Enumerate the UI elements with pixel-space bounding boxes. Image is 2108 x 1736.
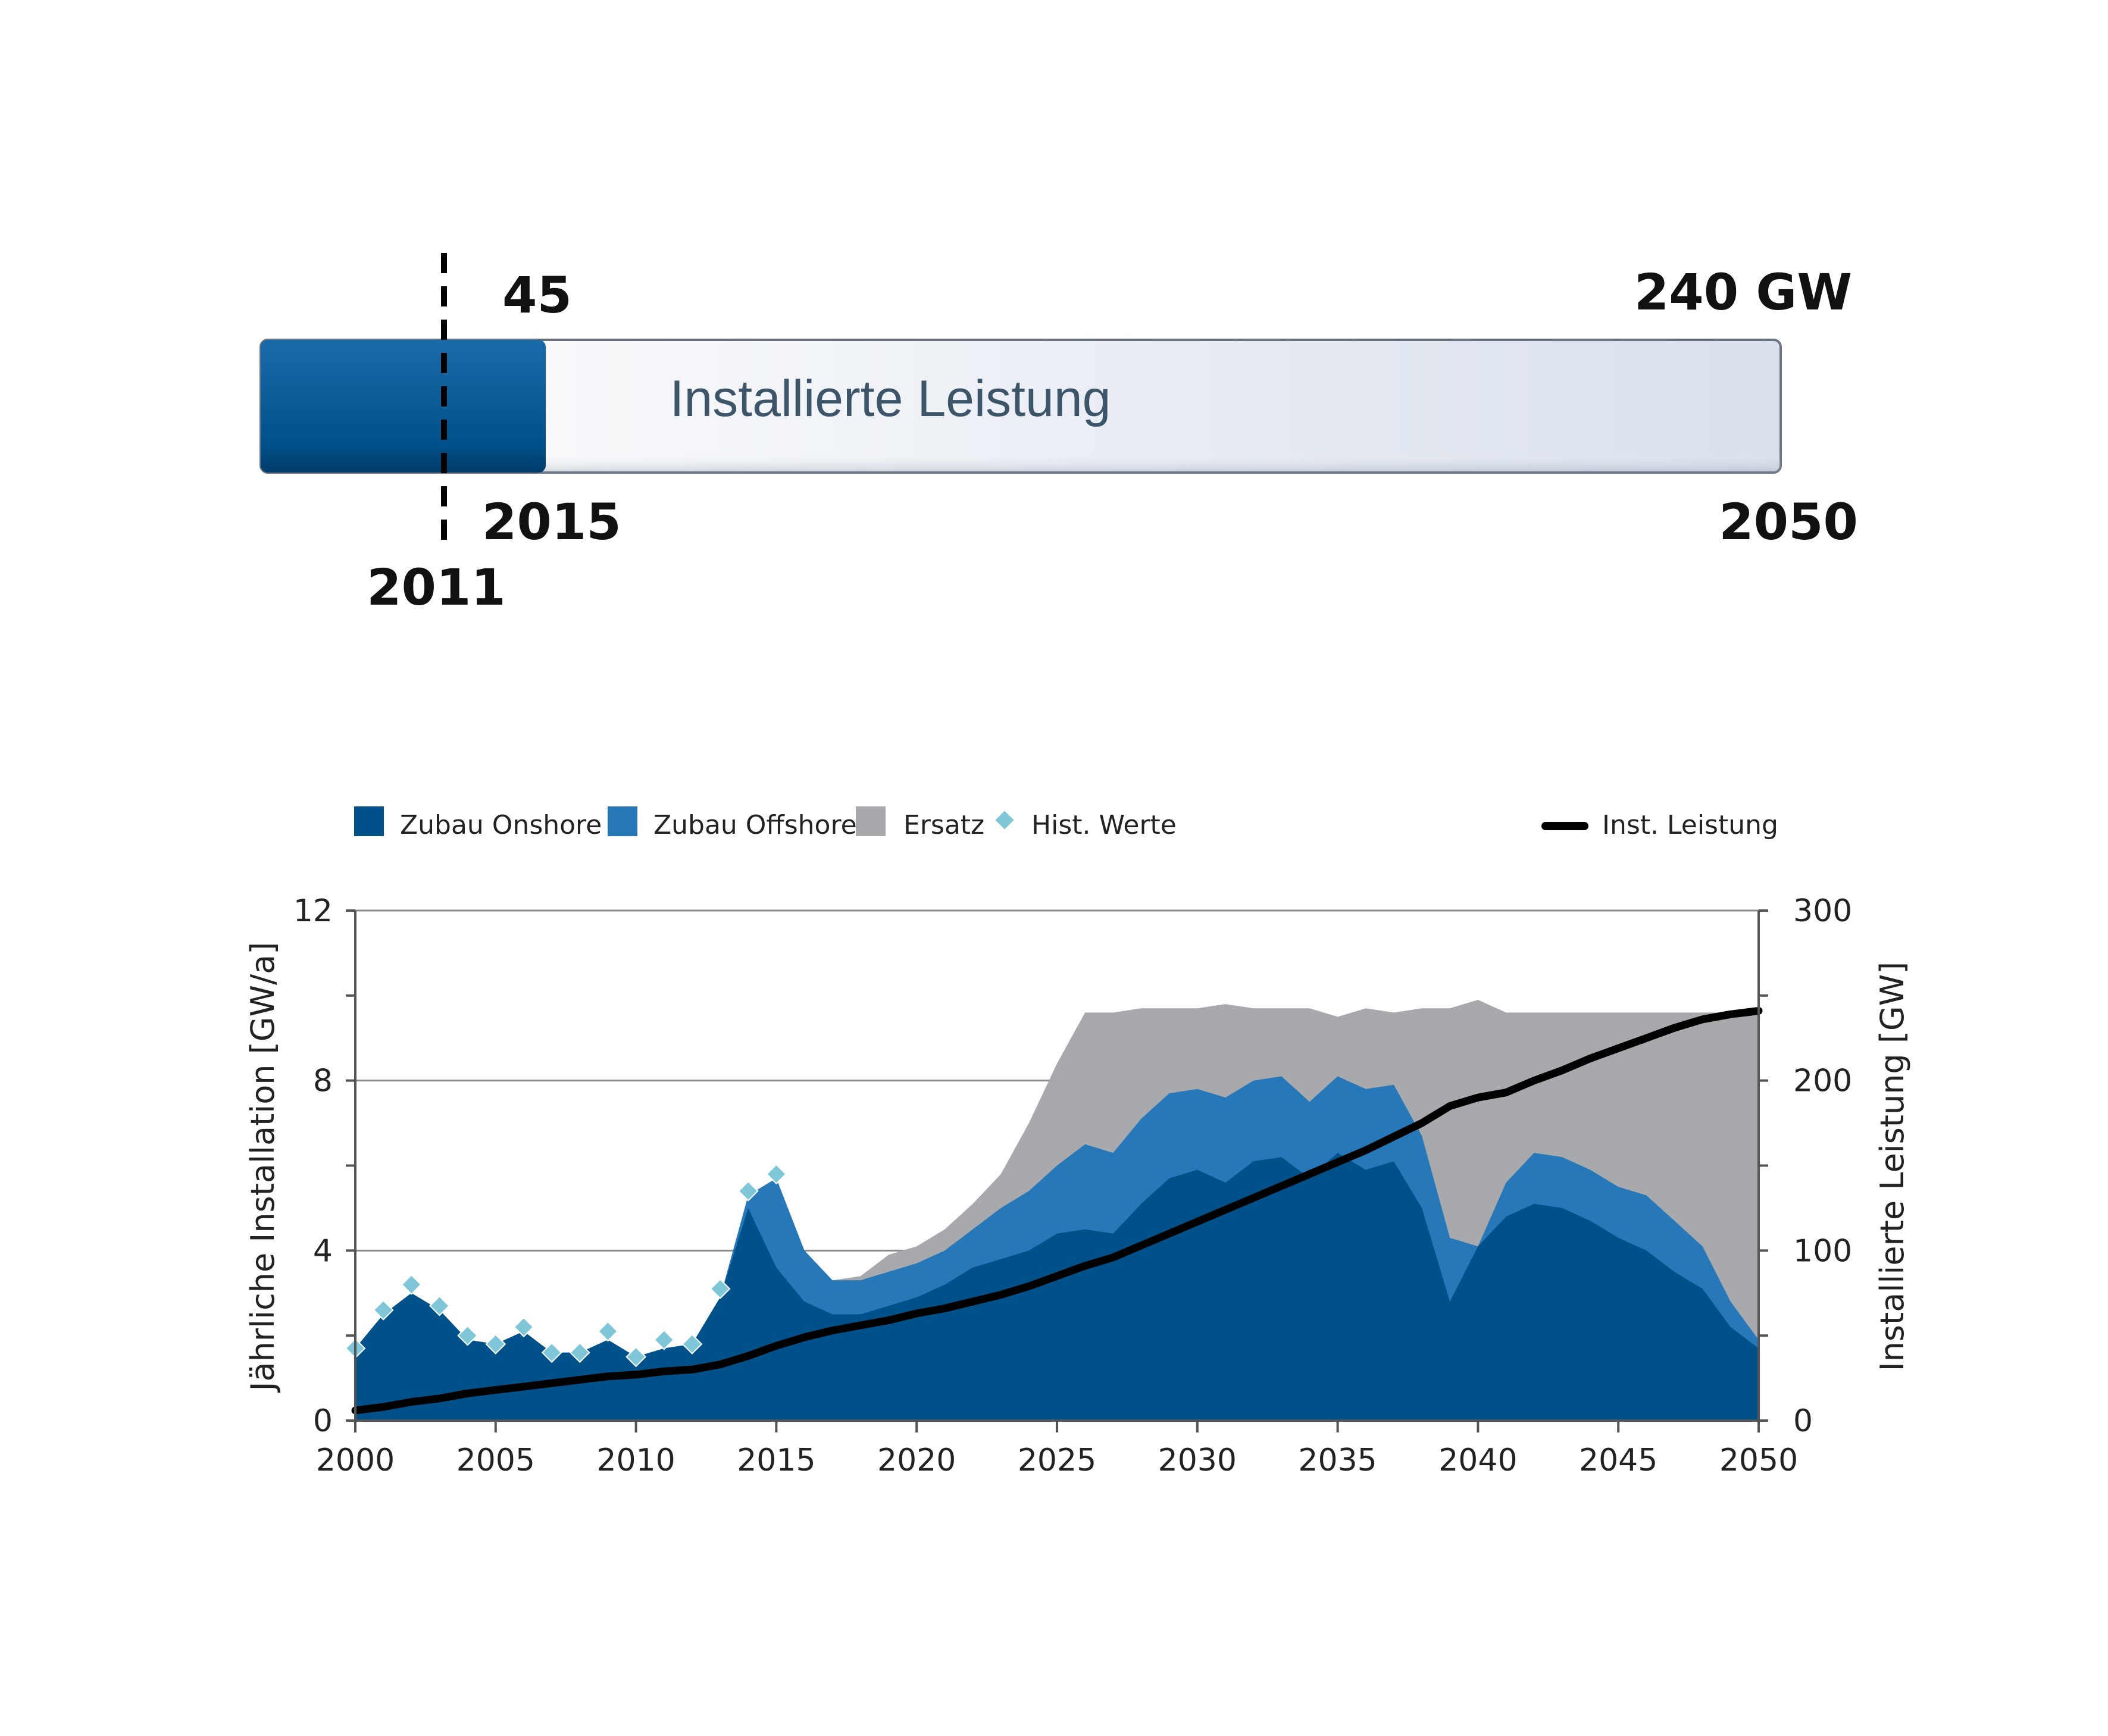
y-axis-label-right: Installierte Leistung [GW] xyxy=(1874,962,1911,1371)
y-tick-label-left: 0 xyxy=(313,1403,333,1439)
hist-point-2007 xyxy=(541,1342,562,1363)
y-tick-label-right: 100 xyxy=(1793,1233,1852,1269)
x-tick-label: 2035 xyxy=(1298,1443,1377,1478)
y-axis-label-left: Jährliche Installation [GW/a] xyxy=(244,942,282,1393)
legend-item-offshore: Zubau Offshore xyxy=(608,806,857,840)
target-value-label: 240 GW xyxy=(1634,263,1852,321)
hist-point-2002 xyxy=(401,1274,422,1295)
y-tick-label-left: 12 xyxy=(293,893,333,929)
x-tick-label: 2000 xyxy=(316,1443,395,1478)
y-tick-label-right: 300 xyxy=(1793,893,1852,929)
x-tick-label: 2025 xyxy=(1018,1443,1096,1478)
legend-label-hist: Hist. Werte xyxy=(1031,810,1177,840)
legend-swatch-offshore xyxy=(608,806,637,836)
progress-track-shading xyxy=(261,340,1781,473)
hist-point-2013 xyxy=(709,1278,731,1300)
legend-swatch-ersatz xyxy=(856,806,886,836)
legend-marker-hist xyxy=(995,811,1014,830)
x-tick-label: 2005 xyxy=(456,1443,535,1478)
hist-point-2011 xyxy=(653,1329,675,1350)
legend-label-onshore: Zubau Onshore xyxy=(400,810,602,840)
hist-point-2003 xyxy=(429,1295,450,1316)
x-tick-label: 2020 xyxy=(877,1443,956,1478)
legend-item-onshore: Zubau Onshore xyxy=(354,806,602,840)
x-tick-label: 2045 xyxy=(1579,1443,1657,1478)
hist-point-2009 xyxy=(598,1321,618,1342)
hist-point-2008 xyxy=(569,1342,590,1363)
legend-label-ersatz: Ersatz xyxy=(903,810,984,840)
x-tick-label: 2030 xyxy=(1158,1443,1237,1478)
historic-points xyxy=(345,1163,787,1368)
hist-point-2001 xyxy=(373,1299,394,1321)
installed-capacity-line-layer xyxy=(351,1007,1763,1415)
hist-point-2010 xyxy=(625,1346,647,1368)
hist-point-2005 xyxy=(485,1334,506,1355)
hist-point-2015 xyxy=(765,1163,787,1185)
hist-point-2014 xyxy=(737,1180,759,1202)
hist-point-2004 xyxy=(457,1325,478,1346)
y-tick-label-left: 8 xyxy=(313,1064,333,1099)
x-tick-label: 2040 xyxy=(1438,1443,1517,1478)
x-tick-label: 2015 xyxy=(737,1443,815,1478)
progress-bar-label: Installierte Leistung xyxy=(670,370,1111,427)
target-year-label: 2050 xyxy=(1719,493,1858,551)
y-tick-label-right: 200 xyxy=(1793,1064,1852,1099)
hist-point-2006 xyxy=(513,1316,534,1338)
axes: 0 4 8 12 0 100 200 300 2000 2005 2010 2015 2020 2025 2… xyxy=(293,893,1852,1478)
current-year-label: 2015 xyxy=(482,493,621,551)
legend-item-hist: Hist. Werte xyxy=(995,810,1177,840)
legend-label-offshore: Zubau Offshore xyxy=(653,810,857,840)
hist-point-2012 xyxy=(681,1334,703,1355)
installation-chart: 0 4 8 12 0 100 200 300 2000 2005 2010 2015 2020 2025 2… xyxy=(244,893,1911,1478)
chart-legend: Zubau Onshore Zubau Offshore Ersatz Hist… xyxy=(354,806,1778,840)
marker-year-label: 2011 xyxy=(367,558,506,617)
current-value-label: 45 xyxy=(502,266,572,324)
y-tick-label-right: 0 xyxy=(1793,1403,1813,1439)
x-tick-label: 2010 xyxy=(596,1443,675,1478)
legend-item-inst: Inst. Leistung xyxy=(1541,810,1778,840)
area-onshore xyxy=(355,1153,1759,1421)
y-tick-label-left: 4 xyxy=(313,1233,333,1269)
x-tick-label: 2050 xyxy=(1719,1443,1798,1478)
progress-fill xyxy=(261,340,546,473)
legend-label-inst: Inst. Leistung xyxy=(1602,810,1778,840)
legend-item-ersatz: Ersatz xyxy=(856,806,984,840)
progress-bar-section: Installierte Leistung 45 240 GW 2015 205… xyxy=(259,253,1858,617)
stacked-areas xyxy=(355,1000,1759,1421)
legend-swatch-onshore xyxy=(354,806,384,836)
installed-capacity-line xyxy=(351,1007,1763,1415)
